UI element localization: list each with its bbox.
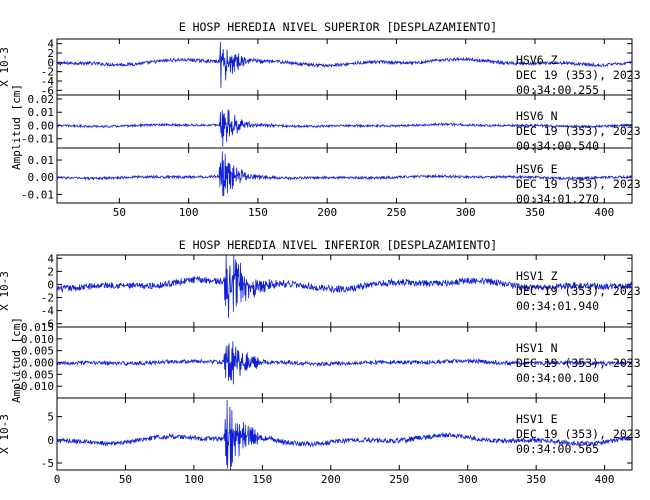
y-tick-label: 0.02 (28, 93, 55, 106)
record-time-label: 00:34:00.255 (516, 83, 599, 97)
trace-hsv6-n (56, 108, 633, 147)
y-tick-label: 0.00 (28, 171, 55, 184)
top-y-axis-label: Amplitud [cm] (10, 84, 23, 170)
x-tick-label: 100 (184, 473, 204, 486)
y-tick-label: 0 (47, 56, 54, 69)
y-tick-label: 4 (47, 38, 54, 51)
x-tick-label: 400 (594, 206, 614, 219)
record-time-label: 00:34:01.940 (516, 299, 599, 313)
y-tick-label: 2 (47, 265, 54, 278)
station-component-label: HSV6 Z (516, 53, 558, 67)
record-date-label: DEC 19 (353), 2023 (516, 284, 641, 298)
y-tick-label: 0.010 (21, 333, 54, 346)
record-time-label: 00:34:00.100 (516, 371, 599, 385)
x-tick-label: 300 (456, 206, 476, 219)
trace-hsv6-e (56, 151, 633, 197)
y-tick-label: -5 (41, 457, 54, 470)
y-tick-label: -0.01 (21, 133, 54, 146)
y-tick-label: -6 (41, 318, 54, 331)
y-tick-label: 0.01 (28, 154, 55, 167)
station-component-label: HSV1 E (516, 412, 558, 426)
record-date-label: DEC 19 (353), 2023 (516, 124, 641, 138)
x-tick-label: 150 (252, 473, 272, 486)
trace-hsv1-n (56, 341, 633, 385)
y-tick-label: -2 (41, 66, 54, 79)
y-tick-label: -2 (41, 292, 54, 305)
panel-frame-hsv1-e (56, 397, 633, 471)
record-date-label: DEC 19 (353), 2023 (516, 177, 641, 191)
y-tick-label: 0 (47, 434, 54, 447)
y-tick-label: -4 (41, 305, 55, 318)
x-tick-label: 200 (317, 206, 337, 219)
x-tick-label: 250 (389, 473, 409, 486)
y-tick-label: -0.005 (14, 368, 54, 381)
y-tick-label: -0.01 (21, 188, 54, 201)
y-tick-label: 0.005 (21, 345, 54, 358)
record-date-label: DEC 19 (353), 2023 (516, 356, 641, 370)
record-time-label: 00:34:00.565 (516, 442, 599, 456)
station-component-label: HSV6 E (516, 162, 558, 176)
record-date-label: DEC 19 (353), 2023 (516, 427, 641, 441)
y-tick-label: 4 (47, 252, 54, 265)
scale-label: X 10-3 (0, 271, 11, 311)
record-time-label: 00:34:01.270 (516, 192, 599, 206)
trace-hsv1-e (56, 399, 633, 470)
scale-label: X 10-3 (0, 414, 11, 454)
y-tick-label: -4 (41, 75, 55, 88)
scale-label: X 10-3 (0, 47, 11, 87)
y-tick-label: 0.015 (21, 321, 54, 334)
station-component-label: HSV1 Z (516, 269, 558, 283)
y-tick-label: -0.010 (14, 380, 54, 393)
y-tick-label: 0.000 (21, 357, 54, 370)
trace-hsv6-z (56, 42, 633, 89)
x-tick-label: 100 (179, 206, 199, 219)
record-time-label: 00:34:00.540 (516, 139, 599, 153)
y-tick-label: 2 (47, 47, 54, 60)
y-tick-label: 5 (47, 411, 54, 424)
y-tick-label: 0.01 (28, 106, 55, 119)
bottom-chart-title: E HOSP HEREDIA NIVEL INFERIOR [DESPLAZAM… (179, 238, 498, 252)
x-tick-label: 250 (387, 206, 407, 219)
panel-frame-hsv6-e (56, 147, 633, 204)
station-component-label: HSV6 N (516, 109, 558, 123)
station-component-label: HSV1 N (516, 341, 558, 355)
x-tick-label: 350 (525, 206, 545, 219)
top-chart-title: E HOSP HEREDIA NIVEL SUPERIOR [DESPLAZAM… (179, 20, 498, 34)
x-tick-label: 50 (119, 473, 132, 486)
x-tick-label: 400 (595, 473, 615, 486)
x-tick-label: 50 (113, 206, 126, 219)
y-tick-label: 0 (47, 278, 54, 291)
record-date-label: DEC 19 (353), 2023 (516, 68, 641, 82)
y-tick-label: 0.00 (28, 119, 55, 132)
x-tick-label: 0 (54, 473, 61, 486)
y-tick-label: -6 (41, 84, 54, 97)
bottom-y-axis-label: Amplitud [cm] (10, 317, 23, 403)
x-tick-label: 150 (248, 206, 268, 219)
x-tick-label: 300 (458, 473, 478, 486)
x-tick-label: 350 (526, 473, 546, 486)
trace-hsv1-z (56, 255, 633, 318)
x-tick-label: 200 (321, 473, 341, 486)
